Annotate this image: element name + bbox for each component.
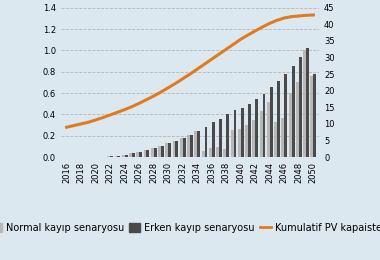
Bar xyxy=(144,150,146,157)
Bar xyxy=(154,148,157,157)
Bar xyxy=(263,94,266,157)
Bar xyxy=(194,132,197,157)
Bar xyxy=(161,146,164,157)
Bar xyxy=(252,120,255,157)
Bar xyxy=(245,125,248,157)
Bar xyxy=(226,114,229,157)
Bar xyxy=(260,111,263,157)
Bar xyxy=(107,156,110,157)
Bar xyxy=(132,153,135,157)
Bar xyxy=(248,104,251,157)
Bar xyxy=(238,129,241,157)
Bar xyxy=(129,153,132,157)
Bar xyxy=(139,152,142,157)
Bar xyxy=(146,150,149,157)
Bar xyxy=(173,141,176,157)
Bar xyxy=(117,156,120,157)
Bar xyxy=(122,155,125,157)
Bar xyxy=(299,57,302,157)
Bar xyxy=(291,66,294,157)
Bar xyxy=(204,127,207,157)
Bar xyxy=(234,110,236,157)
Bar xyxy=(255,100,258,157)
Legend: Normal kayıp senaryosu, Erken kayıp senaryosu, Kumulatif PV kapaistesi: Normal kayıp senaryosu, Erken kayıp sena… xyxy=(0,219,380,237)
Bar xyxy=(197,132,200,157)
Bar xyxy=(241,108,244,157)
Bar xyxy=(303,50,306,157)
Bar xyxy=(180,138,183,157)
Bar xyxy=(231,131,234,157)
Bar xyxy=(136,152,139,157)
Bar xyxy=(176,141,178,157)
Bar xyxy=(151,148,154,157)
Bar xyxy=(282,118,284,157)
Bar xyxy=(216,147,219,157)
Bar xyxy=(110,156,113,157)
Bar xyxy=(274,122,277,157)
Bar xyxy=(219,119,222,157)
Bar xyxy=(289,93,291,157)
Bar xyxy=(306,48,309,157)
Bar xyxy=(168,143,171,157)
Bar xyxy=(212,122,215,157)
Bar xyxy=(314,74,316,157)
Bar xyxy=(183,138,186,157)
Bar xyxy=(296,82,299,157)
Bar xyxy=(310,76,314,157)
Bar xyxy=(125,155,128,157)
Bar xyxy=(202,151,204,157)
Bar xyxy=(284,74,287,157)
Bar xyxy=(190,135,193,157)
Bar xyxy=(223,148,226,157)
Bar xyxy=(165,143,168,157)
Bar xyxy=(158,146,161,157)
Bar xyxy=(270,87,273,157)
Bar xyxy=(114,156,117,157)
Bar xyxy=(187,135,190,157)
Bar xyxy=(267,102,270,157)
Bar xyxy=(277,81,280,157)
Bar xyxy=(209,147,212,157)
